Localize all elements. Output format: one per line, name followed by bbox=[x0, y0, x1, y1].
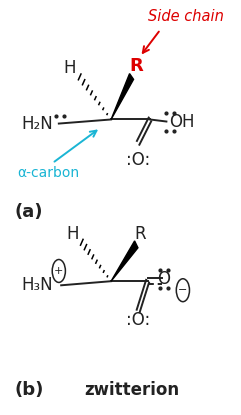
Text: −: − bbox=[178, 285, 187, 295]
Text: R: R bbox=[129, 57, 143, 75]
Text: :O:: :O: bbox=[126, 311, 150, 329]
Text: α-carbon: α-carbon bbox=[17, 166, 79, 180]
Text: Side chain: Side chain bbox=[148, 9, 224, 24]
Text: OH: OH bbox=[169, 112, 194, 130]
Text: H₃N: H₃N bbox=[22, 276, 53, 294]
Text: R: R bbox=[135, 225, 146, 243]
Text: +: + bbox=[54, 266, 63, 276]
Text: H: H bbox=[64, 59, 76, 77]
Text: O: O bbox=[158, 270, 171, 288]
Text: H: H bbox=[66, 225, 79, 243]
Polygon shape bbox=[111, 241, 138, 281]
Text: (b): (b) bbox=[14, 381, 44, 399]
Text: :O:: :O: bbox=[126, 151, 150, 169]
Text: (a): (a) bbox=[14, 203, 43, 221]
Polygon shape bbox=[111, 73, 134, 120]
Text: zwitterion: zwitterion bbox=[85, 381, 180, 399]
Text: H₂N: H₂N bbox=[22, 115, 53, 132]
